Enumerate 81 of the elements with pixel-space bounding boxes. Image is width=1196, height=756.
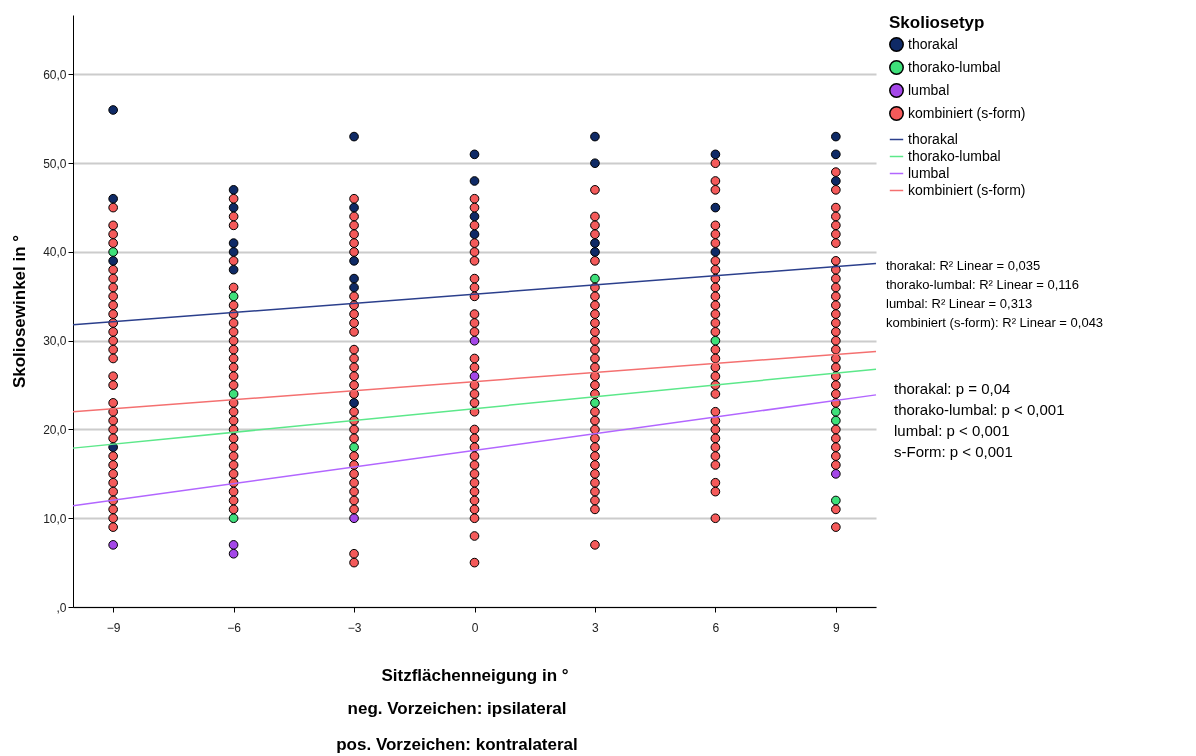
x-tick-label: 3 [592,620,600,635]
point [469,229,480,240]
x-tick-label: −3 [347,620,362,635]
text: thorakal: p = 0,04 [894,380,1011,397]
point [469,149,480,160]
point [349,256,359,266]
text: neg. Vorzeichen: ipsilateral [347,699,567,718]
legend-label: thorakal [908,35,958,52]
point [108,193,118,204]
legend-label: lumbal [908,81,950,98]
point [228,247,239,257]
point [831,406,841,417]
legend-label: thorako-lumbal [908,147,1001,164]
point [228,389,239,399]
point [228,540,239,550]
point [831,149,841,160]
point [228,291,239,302]
y-tick-label: 30,0 [43,334,67,349]
point [108,105,118,115]
legend-title: Skoliosetyp [889,13,985,32]
point [228,202,239,213]
point [349,442,359,453]
point [831,415,841,426]
text: thorako-lumbal: R² Linear = 0,116 [886,277,1080,292]
point [228,185,239,195]
text: kombiniert (s-form): R² Linear = 0,043 [886,315,1104,330]
point [590,398,600,408]
x-tick-label: 9 [833,620,841,635]
point [228,513,239,524]
y-tick-label: 10,0 [43,511,67,526]
point [590,247,600,257]
point [590,131,600,142]
point [469,371,480,382]
point [469,211,480,222]
y-axis-title: Skoliosewinkel in ° [10,234,30,389]
point [831,176,841,186]
text: lumbal: p < 0,001 [894,422,1010,439]
point [349,282,359,293]
point [831,495,841,506]
point [228,264,239,275]
legend-label: thorako-lumbal [908,58,1001,75]
point [469,176,480,186]
legend-label: kombiniert (s-form) [908,104,1026,121]
point [108,540,118,550]
text: pos. Vorzeichen: kontralateral [336,735,578,754]
point [590,273,600,284]
point [831,469,841,479]
y-tick-label: 60,0 [43,67,67,82]
text: thorako-lumbal: p < 0,001 [894,401,1065,418]
point [710,202,721,213]
x-axis-title: Sitzflächenneigung in ° [381,665,569,685]
x-tick-label: 6 [712,620,720,635]
y-tick-label: 50,0 [43,156,67,171]
point [349,202,359,213]
x-tick-label: 0 [471,620,479,635]
point [710,149,721,160]
text: thorakal: R² Linear = 0,035 [886,258,1041,273]
x-tick-label: −6 [227,620,242,635]
legend-label: thorakal [908,130,958,147]
y-tick-label: ,0 [56,600,67,615]
point [228,238,239,248]
point [228,548,239,559]
text: lumbal: R² Linear = 0,313 [886,296,1033,311]
text: s-Form: p < 0,001 [894,443,1013,460]
point [108,256,118,266]
x-tick-label: −9 [106,620,121,635]
point [710,247,721,257]
point [590,158,600,169]
y-tick-label: 20,0 [43,422,67,437]
point [349,513,359,524]
point [349,131,359,142]
legend-label: lumbal [908,164,950,181]
point [590,238,600,248]
point [710,335,721,346]
point [349,273,359,284]
y-tick-label: 40,0 [43,245,67,260]
point [349,398,359,408]
point [108,247,118,257]
point [469,335,480,346]
point [831,131,841,142]
legend-label: kombiniert (s-form) [908,181,1026,198]
